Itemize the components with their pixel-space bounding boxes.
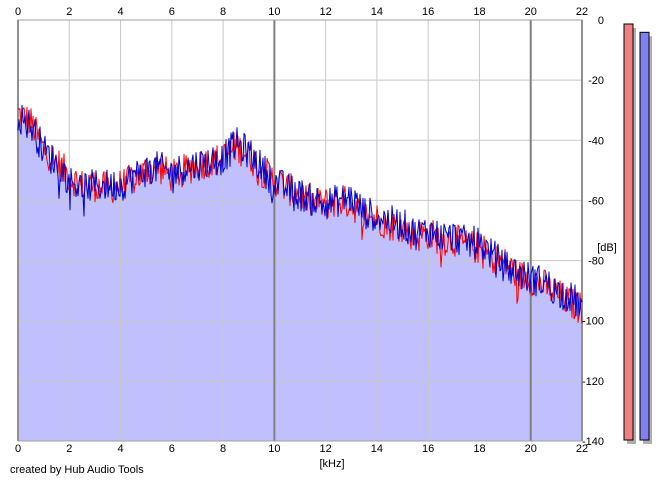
- x-tick-label-bottom: 16: [422, 443, 434, 455]
- grid-lines: [17, 19, 583, 442]
- x-tick-label-bottom: 0: [15, 443, 21, 455]
- x-tick-label-bottom: 2: [66, 443, 72, 455]
- plot-frame: [17, 19, 583, 442]
- x-tick-label-top: 0: [15, 6, 21, 18]
- meter-right-bar: [639, 31, 650, 441]
- x-tick-label-bottom: 20: [525, 443, 537, 455]
- y-tick-label: -80: [588, 256, 604, 268]
- level-meters: [623, 23, 652, 444]
- y-tick-label: -60: [588, 195, 604, 207]
- x-tick-label-bottom: 14: [371, 443, 383, 455]
- x-tick-label-top: 22: [576, 6, 588, 18]
- x-tick-label-top: 12: [320, 6, 332, 18]
- y-tick-label: -40: [588, 135, 604, 147]
- y-tick-label: -120: [582, 376, 604, 388]
- x-axis-title: [kHz]: [319, 458, 344, 470]
- x-tick-label-bottom: 18: [473, 443, 485, 455]
- x-tick-label-bottom: 12: [320, 443, 332, 455]
- x-tick-label-top: 14: [371, 6, 383, 18]
- credit-text: created by Hub Audio Tools: [10, 464, 144, 476]
- axis-tick-labels: 002244668810101212141416161818202022220-…: [15, 6, 604, 455]
- y-tick-label: 0: [598, 15, 604, 27]
- series-line-right: [17, 104, 583, 317]
- x-tick-label-top: 16: [422, 6, 434, 18]
- x-tick-label-bottom: 6: [169, 443, 175, 455]
- y-tick-label: -100: [582, 316, 604, 328]
- x-tick-label-top: 10: [268, 6, 280, 18]
- meter-left-bar: [623, 23, 634, 441]
- x-tick-label-top: 20: [525, 6, 537, 18]
- x-tick-label-bottom: 10: [268, 443, 280, 455]
- spectrum-series: [17, 104, 583, 324]
- x-tick-label-bottom: 8: [220, 443, 226, 455]
- y-tick-label: -140: [582, 436, 604, 448]
- spectrum-plot: [18, 105, 582, 441]
- x-tick-label-top: 4: [117, 6, 123, 18]
- x-tick-label-top: 6: [169, 6, 175, 18]
- x-tick-label-top: 18: [473, 6, 485, 18]
- y-tick-label: -20: [588, 75, 604, 87]
- x-tick-label-bottom: 4: [117, 443, 123, 455]
- x-tick-label-top: 8: [220, 6, 226, 18]
- x-tick-label-bottom: 22: [576, 443, 588, 455]
- spectrum-fill: [18, 105, 582, 441]
- x-tick-label-top: 2: [66, 6, 72, 18]
- y-axis-title: [dB]: [597, 242, 617, 254]
